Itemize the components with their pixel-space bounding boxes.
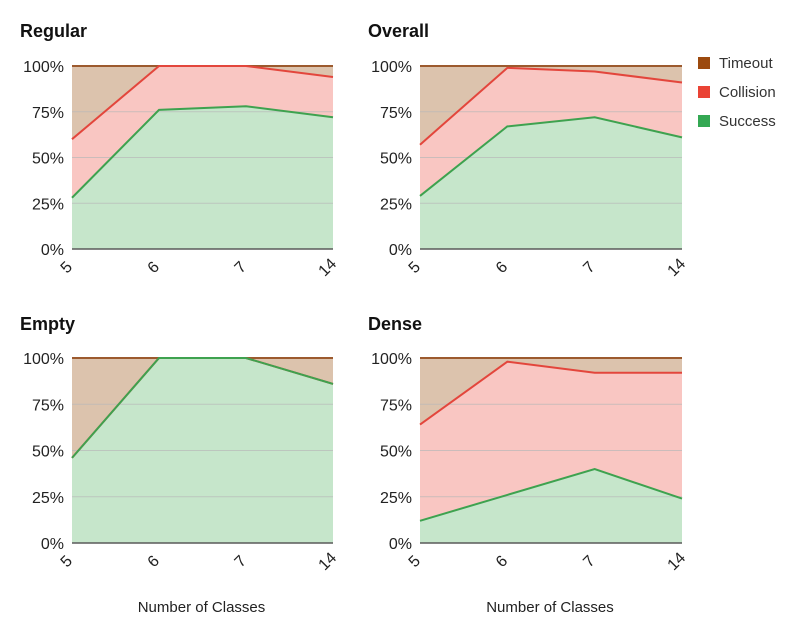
- y-tick-label: 100%: [23, 59, 64, 76]
- chart-title: Overall: [368, 21, 429, 41]
- chart-panel-regular: 0% 25% 50% 75% 100% 5 6 7 14 Regular: [20, 21, 340, 280]
- x-tick-label: 14: [316, 549, 341, 574]
- line-collision: [419, 66, 683, 146]
- y-tick-label: 75%: [32, 397, 64, 414]
- x-tick-label: 7: [232, 553, 250, 571]
- y-tick-label: 25%: [32, 196, 64, 213]
- legend-swatch: [698, 57, 710, 69]
- y-tick-label: 25%: [380, 490, 412, 507]
- line-success: [71, 357, 334, 459]
- y-tick-label: 100%: [371, 59, 412, 76]
- x-tick-label: 7: [232, 259, 250, 277]
- y-tick-label: 50%: [380, 151, 412, 168]
- line-success: [419, 116, 683, 197]
- y-tick-label: 100%: [23, 351, 64, 368]
- legend-swatch: [698, 86, 710, 98]
- x-tick-label: 7: [580, 259, 598, 277]
- line-success: [419, 467, 683, 522]
- x-tick-label: 5: [406, 553, 424, 571]
- x-axis-label: Number of Classes: [138, 599, 266, 616]
- legend-label: Collision: [719, 84, 776, 101]
- line-success: [71, 105, 334, 199]
- x-tick-label: 5: [58, 553, 76, 571]
- area-success: [420, 469, 682, 543]
- chart-title: Dense: [368, 314, 422, 334]
- x-tick-label: 14: [665, 255, 690, 280]
- area-collision: [72, 66, 333, 198]
- chart-title: Empty: [20, 314, 75, 334]
- legend-item-timeout: Timeout: [698, 55, 773, 72]
- legend-swatch: [698, 115, 710, 127]
- y-tick-label: 0%: [41, 536, 64, 553]
- area-collision: [420, 67, 682, 196]
- legend-label: Success: [719, 113, 776, 130]
- chart-panel-empty: 0% 25% 50% 75% 100% 5 6 7 14 Empty Number of Class…: [20, 314, 340, 616]
- x-axis-label: Number of Classes: [486, 599, 614, 616]
- y-tick-label: 75%: [32, 105, 64, 122]
- line-collision: [71, 65, 334, 140]
- area-timeout: [420, 358, 682, 425]
- x-tick-label: 5: [406, 259, 424, 277]
- y-tick-label: 0%: [389, 242, 412, 259]
- x-tick-label: 7: [580, 553, 598, 571]
- legend-label: Timeout: [719, 55, 773, 72]
- area-timeout: [72, 358, 333, 458]
- legend-item-collision: Collision: [698, 84, 776, 101]
- area-timeout: [420, 66, 682, 145]
- x-tick-label: 6: [145, 259, 163, 277]
- x-tick-label: 14: [316, 255, 341, 280]
- x-tick-label: 5: [58, 259, 76, 277]
- area-success: [72, 106, 333, 249]
- y-tick-label: 50%: [380, 444, 412, 461]
- y-tick-label: 50%: [32, 151, 64, 168]
- x-tick-label: 14: [665, 549, 690, 574]
- legend: Timeout Collision Success: [698, 55, 776, 130]
- chart-panel-dense: 0% 25% 50% 75% 100% 5 6 7 14 Dense Number of Class…: [368, 314, 689, 616]
- y-tick-label: 50%: [32, 444, 64, 461]
- legend-item-success: Success: [698, 113, 776, 130]
- y-tick-label: 25%: [32, 490, 64, 507]
- chart-title: Regular: [20, 21, 87, 41]
- chart-panel-overall: 0% 25% 50% 75% 100% 5 6 7 14 Overall: [368, 21, 689, 280]
- y-tick-label: 75%: [380, 105, 412, 122]
- area-success: [420, 117, 682, 250]
- area-collision: [420, 361, 682, 521]
- x-tick-label: 6: [145, 553, 163, 571]
- y-tick-label: 25%: [380, 196, 412, 213]
- y-tick-label: 75%: [380, 397, 412, 414]
- x-tick-label: 6: [493, 553, 511, 571]
- y-tick-label: 0%: [41, 242, 64, 259]
- x-tick-label: 6: [493, 259, 511, 277]
- y-tick-label: 100%: [371, 351, 412, 368]
- y-tick-label: 0%: [389, 536, 412, 553]
- line-collision: [419, 360, 682, 426]
